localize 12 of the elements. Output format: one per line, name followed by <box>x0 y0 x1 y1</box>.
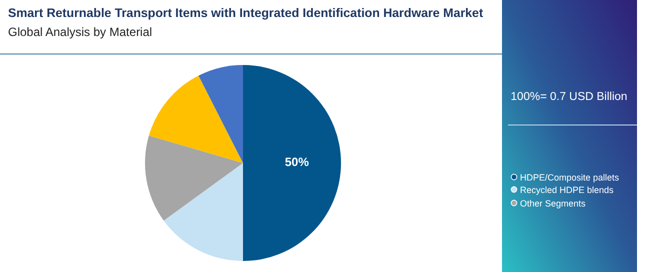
pie-slice <box>198 65 243 163</box>
text: 100%= 0.7 USD Billion <box>510 91 628 103</box>
legend-label: HDPE/Composite pallets <box>520 172 620 182</box>
legend-label: Recycled HDPE blends <box>520 185 614 195</box>
legend-label: Other Segments <box>520 198 586 208</box>
data-label: 50% <box>284 155 310 170</box>
chart-subtitle: Global Analysis by Material <box>8 25 152 39</box>
pie-slice <box>148 76 243 163</box>
pie-slice <box>243 65 341 261</box>
pie-slice <box>164 163 243 261</box>
chart-title: Smart Returnable Transport Items with Integrated Identification Hardware Market <box>8 6 484 20</box>
pie-slice <box>145 136 243 221</box>
